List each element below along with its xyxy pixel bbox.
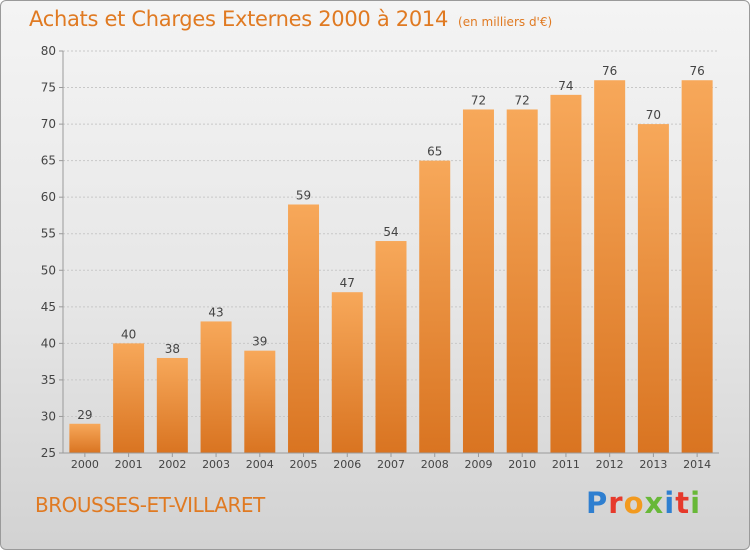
- bar-2008: [419, 160, 451, 454]
- y-tick-label: 55: [41, 227, 56, 241]
- data-label-2009: 72: [471, 93, 486, 107]
- y-tick-label: 75: [41, 81, 56, 95]
- x-tick-label-2009: 2009: [464, 458, 492, 471]
- data-label-2013: 70: [646, 108, 661, 122]
- axes: [59, 50, 719, 457]
- y-tick-label: 60: [41, 190, 56, 204]
- chart-title-text: Achats et Charges Externes 2000 à 2014: [29, 7, 449, 31]
- x-tick-label-2004: 2004: [246, 458, 274, 471]
- data-label-2010: 72: [515, 93, 530, 107]
- y-tick-label: 80: [41, 44, 56, 58]
- bar-2002: [156, 357, 188, 453]
- y-tick-label: 65: [41, 154, 56, 168]
- bar-2000: [69, 423, 101, 453]
- y-tick-label: 40: [41, 336, 56, 350]
- labels: 25 30 35 40 45 50 55 60 65 70 75 80 29 2000 40 2001 38 20…: [41, 44, 711, 471]
- data-label-2006: 47: [340, 276, 355, 290]
- data-label-2005: 59: [296, 188, 311, 202]
- bar-2009: [462, 109, 494, 454]
- proxiti-logo: Proxiti: [586, 486, 702, 520]
- data-label-2004: 39: [252, 335, 267, 349]
- bar-2007: [375, 241, 407, 453]
- y-tick-label: 25: [41, 446, 56, 460]
- x-tick-label-2008: 2008: [421, 458, 449, 471]
- x-tick-label-2013: 2013: [639, 458, 667, 471]
- y-tick-label: 45: [41, 300, 56, 314]
- y-tick-label: 50: [41, 263, 56, 277]
- bar-2010: [506, 109, 538, 454]
- x-tick-label-2000: 2000: [71, 458, 99, 471]
- y-tick-label: 30: [41, 409, 56, 423]
- bars: [69, 80, 713, 454]
- place-name: BROUSSES-ET-VILLARET: [35, 493, 265, 517]
- x-tick-label-2001: 2001: [115, 458, 143, 471]
- data-label-2014: 76: [689, 64, 704, 78]
- x-tick-label-2005: 2005: [290, 458, 318, 471]
- x-tick-label-2007: 2007: [377, 458, 405, 471]
- data-label-2003: 43: [208, 305, 223, 319]
- data-label-2007: 54: [383, 225, 398, 239]
- data-label-2011: 74: [558, 79, 573, 93]
- x-tick-label-2010: 2010: [508, 458, 536, 471]
- x-tick-label-2002: 2002: [158, 458, 186, 471]
- data-label-2008: 65: [427, 145, 442, 159]
- x-tick-label-2012: 2012: [596, 458, 624, 471]
- bar-2013: [637, 124, 669, 453]
- x-tick-label-2006: 2006: [333, 458, 361, 471]
- x-tick-label-2003: 2003: [202, 458, 230, 471]
- data-label-2002: 38: [165, 342, 180, 356]
- chart-title: Achats et Charges Externes 2000 à 2014 (e…: [29, 7, 552, 31]
- y-tick-label: 70: [41, 117, 56, 131]
- data-label-2001: 40: [121, 327, 136, 341]
- bar-2006: [331, 292, 363, 453]
- bar-2005: [288, 204, 320, 453]
- bar-2003: [200, 321, 232, 453]
- bar-2001: [113, 343, 145, 453]
- data-label-2000: 29: [77, 408, 92, 422]
- bar-2014: [681, 80, 713, 454]
- x-tick-label-2014: 2014: [683, 458, 711, 471]
- data-label-2012: 76: [602, 64, 617, 78]
- chart-unit: (en milliers d'€): [458, 15, 553, 29]
- x-tick-label-2011: 2011: [552, 458, 580, 471]
- bar-2011: [550, 94, 582, 453]
- bar-2012: [594, 80, 626, 454]
- y-tick-label: 35: [41, 373, 56, 387]
- bar-2004: [244, 350, 276, 453]
